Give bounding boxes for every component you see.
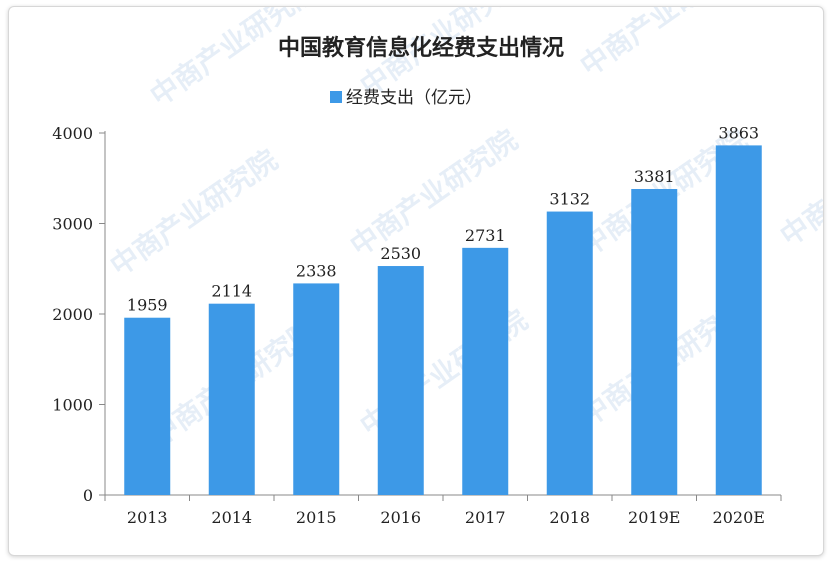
x-tick-label: 2017 — [465, 508, 506, 527]
legend: 经费支出（亿元） — [330, 88, 482, 108]
data-label-2018: 3132 — [549, 190, 590, 209]
chart-title: 中国教育信息化经费支出情况 — [278, 35, 564, 61]
data-label-2016: 2530 — [380, 244, 421, 263]
x-tick-label: 2018 — [549, 508, 590, 527]
data-label-2013: 1959 — [127, 296, 168, 315]
x-tick-label: 2019E — [628, 508, 680, 527]
watermark-text: 中商产业研究院 — [104, 143, 283, 282]
axes: 0 1000 2000 3000 4000 2013 2014 2015 2016 2017 201… — [52, 124, 782, 527]
y-tick-label: 0 — [83, 486, 93, 505]
data-label-2017: 2731 — [465, 226, 506, 245]
bar-2016 — [377, 266, 424, 495]
chart-frame: 中商产业研究院 中商产业研究院 中商产业研究院 中商产业研究院 中商产业研究院 中商产业研… — [8, 6, 824, 556]
bar-2017 — [462, 247, 509, 495]
bars-layer: 1959 2114 2338 2530 2731 3132 3381 3863 — [124, 123, 762, 495]
x-tick-label: 2013 — [127, 508, 168, 527]
data-label-2019E: 3381 — [634, 167, 675, 186]
bar-2020E — [715, 145, 762, 495]
bar-2018 — [546, 211, 593, 495]
x-tick-label: 2016 — [380, 508, 421, 527]
data-label-2015: 2338 — [296, 261, 337, 280]
y-tick-label: 4000 — [52, 124, 93, 143]
x-tick-label: 2015 — [296, 508, 337, 527]
bar-2013 — [124, 317, 171, 495]
y-tick-label: 1000 — [52, 396, 93, 415]
legend-swatch — [330, 91, 342, 103]
bar-2014 — [208, 303, 255, 495]
bar-2015 — [293, 283, 340, 495]
x-tick-label: 2014 — [211, 508, 252, 527]
legend-label: 经费支出（亿元） — [346, 88, 482, 108]
bar-2019E — [631, 189, 678, 495]
data-label-2020E: 3863 — [718, 123, 759, 142]
watermark-text: 中商产业研究院 — [574, 7, 753, 83]
y-tick-label: 2000 — [52, 305, 93, 324]
y-tick-label: 3000 — [52, 215, 93, 234]
x-tick-label: 2020E — [713, 508, 765, 527]
data-label-2014: 2114 — [211, 282, 252, 301]
watermark-text: 中商产业研究院 — [774, 113, 823, 252]
